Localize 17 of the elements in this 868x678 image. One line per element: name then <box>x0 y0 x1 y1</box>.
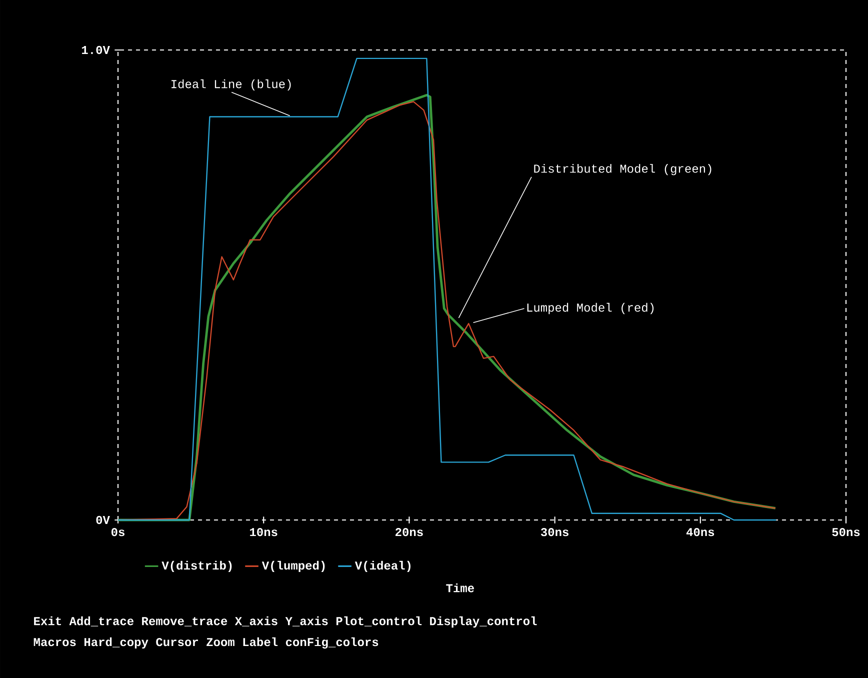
text: Exit Add_trace Remove_trace X_axis Y_axis Plot_control Display_control <box>34 616 537 628</box>
x-tick-label: 0s <box>111 528 124 536</box>
x-axis-title: Time <box>446 583 474 592</box>
annotation: Ideal Line (blue) <box>172 79 291 91</box>
legend-label: V(lumped) <box>262 560 325 572</box>
x-tick-label: 20ns <box>396 528 423 536</box>
y-tick-label: 0V <box>96 516 110 524</box>
x-tick-label: 40ns <box>686 528 714 536</box>
text: Macros Hard_copy Cursor Zoom Label conFig_colors <box>34 637 378 649</box>
x-tick-label: 30ns <box>540 528 568 536</box>
legend-label: V(distrib) <box>162 560 232 572</box>
annotation: Lumped Model (red) <box>527 302 654 314</box>
legend-label: V(ideal) <box>354 560 410 572</box>
x-tick-label: 10ns <box>250 528 278 536</box>
x-tick-label: 50ns <box>832 528 860 536</box>
y-tick-label: 1.0V <box>82 46 110 54</box>
annotation: Distributed Model (green) <box>534 164 712 176</box>
